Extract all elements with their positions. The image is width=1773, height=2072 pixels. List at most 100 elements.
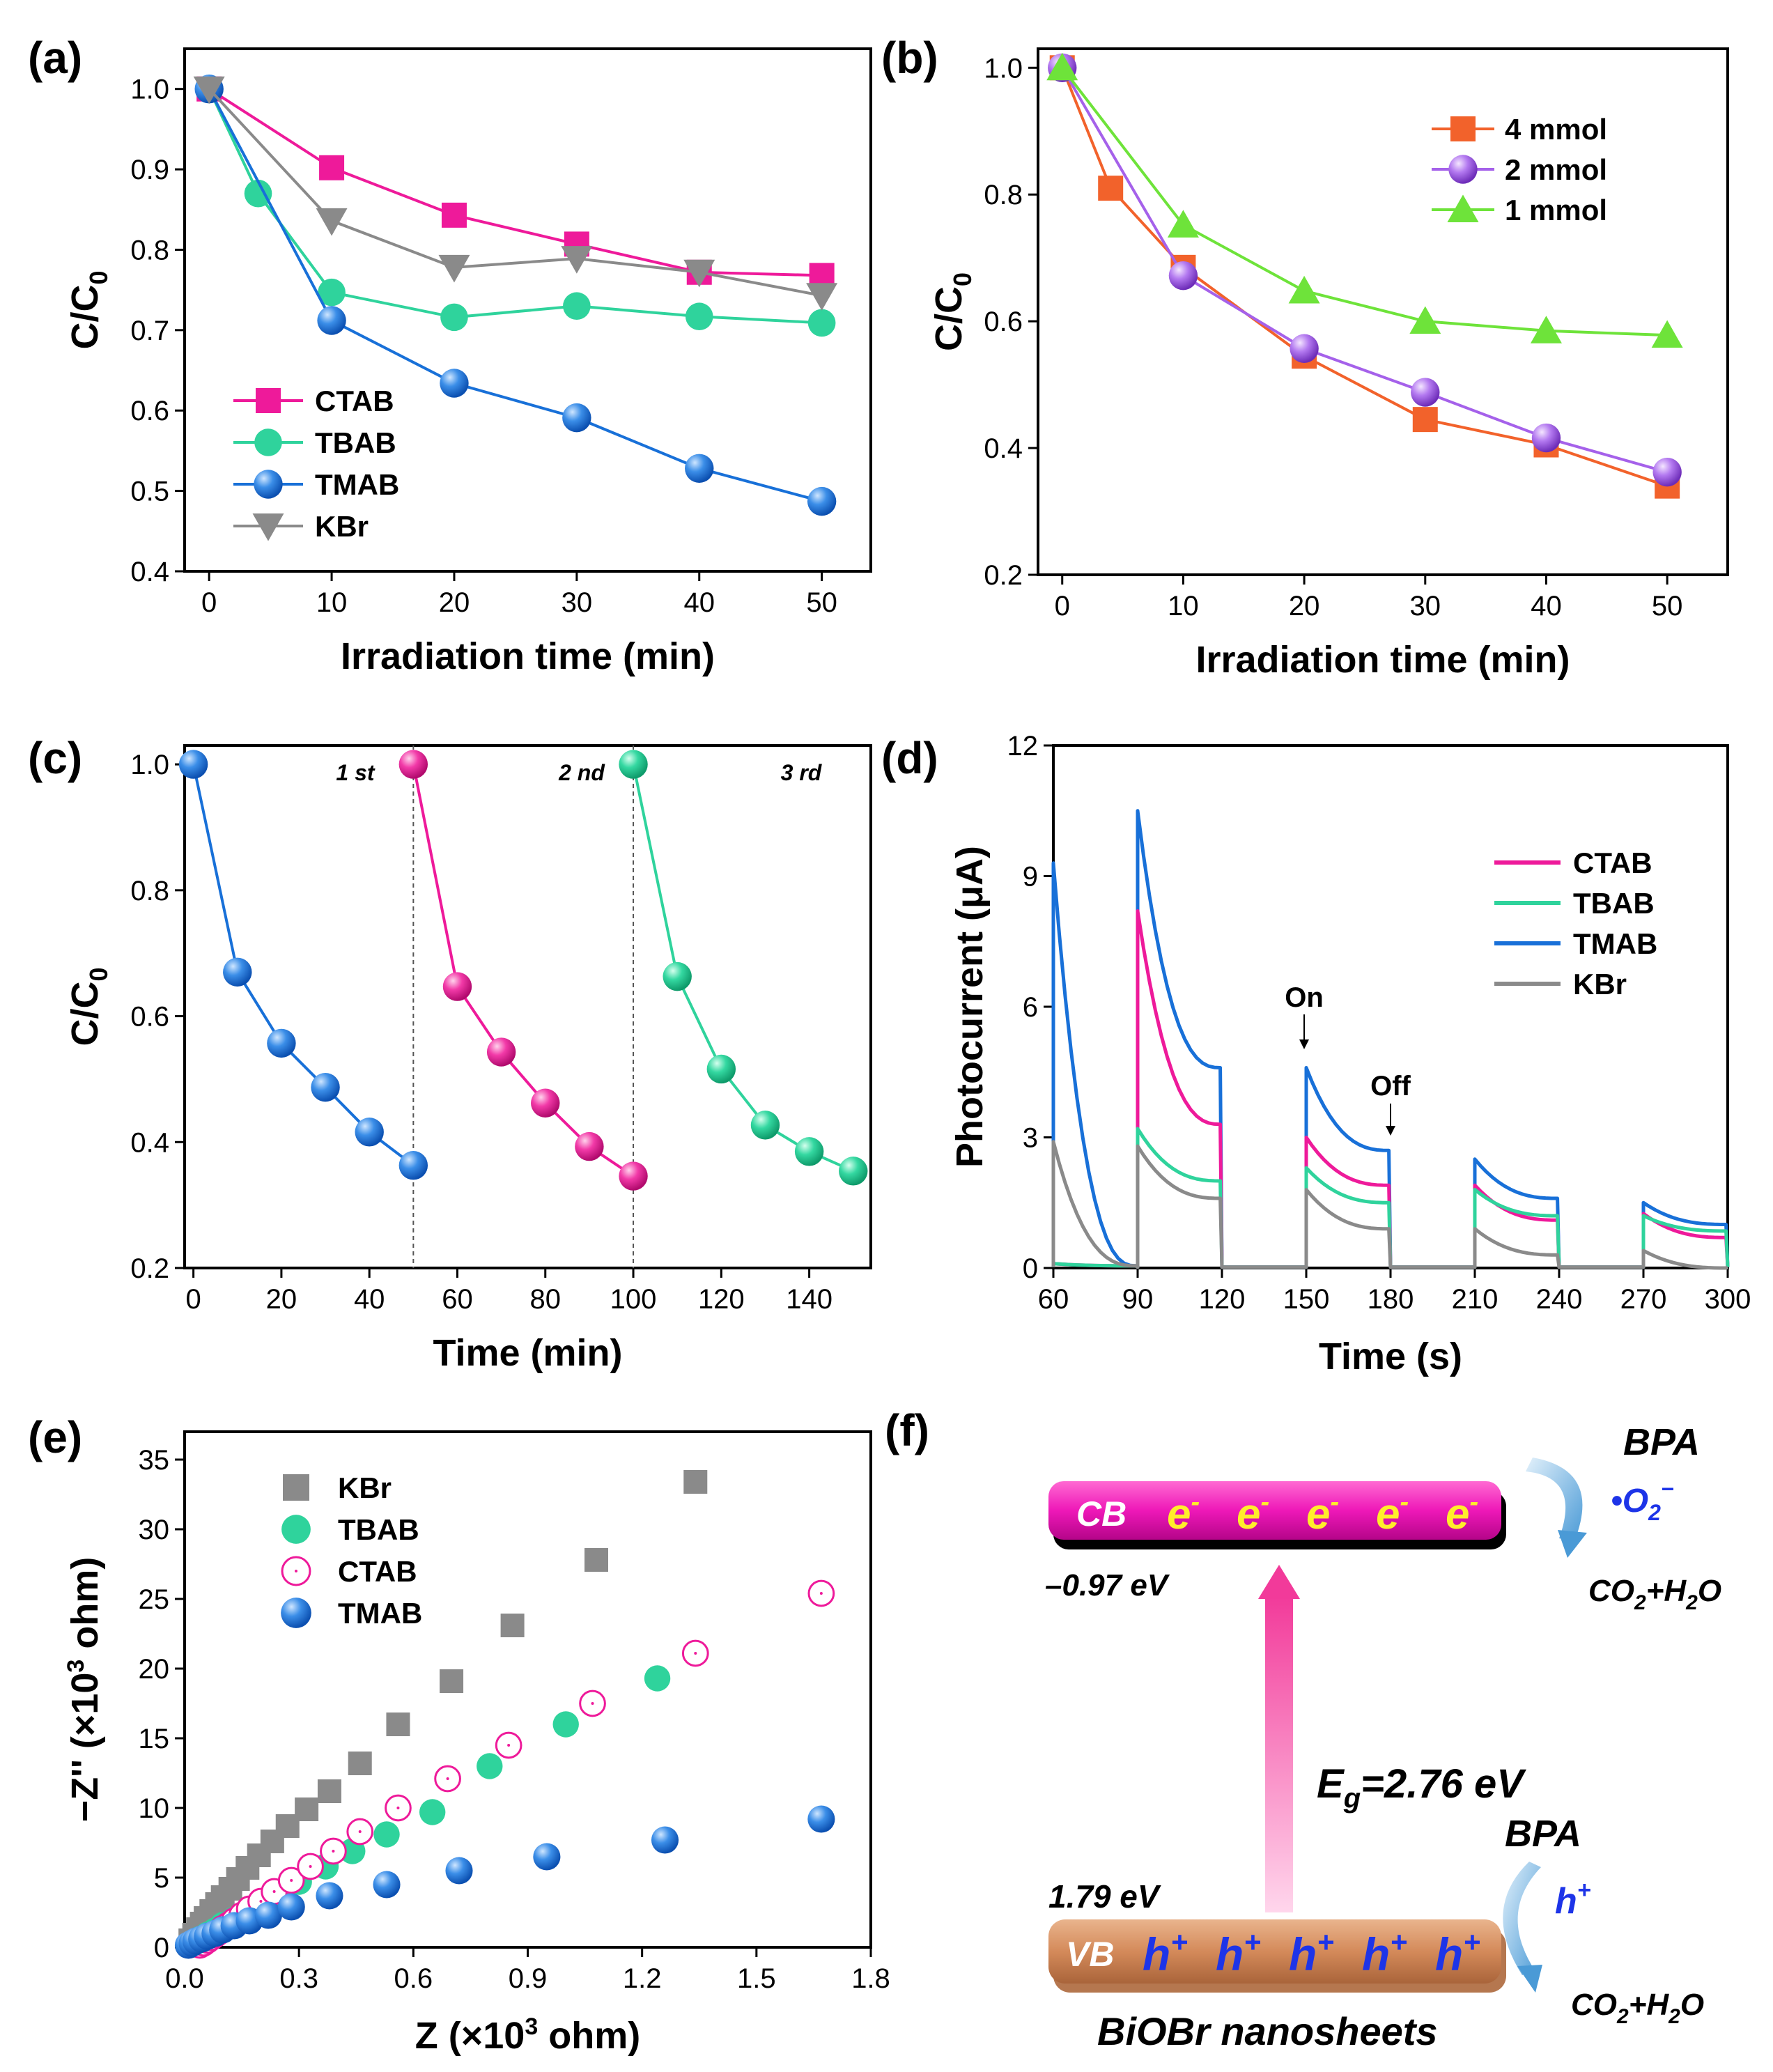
data-point — [178, 750, 208, 779]
reaction-arc-top — [1526, 1458, 1583, 1541]
legend: CTAB TBAB TMAB KBr — [233, 385, 399, 543]
data-point — [500, 1614, 525, 1637]
legend-marker — [283, 1474, 309, 1501]
x-tick-label: 50 — [1652, 591, 1683, 621]
product-bottom: CO2+H2O — [1571, 1988, 1704, 2028]
data-point — [317, 1779, 341, 1803]
y-tick-label: 1.0 — [130, 75, 169, 105]
y-axis-label: C/C0 — [928, 272, 977, 351]
x-label-part: Z (×10 — [415, 2015, 525, 2057]
data-point — [807, 1805, 835, 1833]
y-label-sub: 0 — [948, 272, 977, 286]
legend: KBr TBAB CTAB TMAB — [281, 1471, 422, 1630]
x-axis-label: Z (×103 ohm) — [415, 2013, 640, 2057]
x-axis-label: Irradiation time (min) — [341, 635, 715, 677]
panel-label-b: (b) — [881, 33, 938, 83]
y-tick-label: 0.7 — [130, 316, 169, 346]
y-tick-label: 9 — [1023, 862, 1038, 892]
x-tick-label: 270 — [1620, 1284, 1667, 1315]
data-point — [807, 309, 836, 337]
x-tick-label: 30 — [562, 587, 593, 618]
cb-potential: –0.97 eV — [1045, 1568, 1170, 1602]
data-point — [295, 1797, 319, 1821]
series-line — [1061, 67, 1668, 474]
legend-marker — [252, 513, 284, 541]
panel-d-chart: 60 90 120 150 180 210 240 270 300 0 3 6 9 12 (d) Time (… — [881, 731, 1751, 1377]
data-point — [619, 1161, 648, 1191]
y-tick-label: 5 — [154, 1863, 169, 1894]
series-line — [208, 88, 823, 297]
data-point — [563, 292, 591, 320]
x-tick-label: 90 — [1122, 1284, 1154, 1315]
y-tick-label: 0.8 — [130, 876, 169, 906]
data-point — [1098, 176, 1124, 201]
x-tick-label: 20 — [439, 587, 470, 618]
x-tick-label: 40 — [354, 1284, 385, 1315]
y-tick-label: 0 — [1023, 1253, 1038, 1284]
data-point-dot — [290, 1879, 293, 1882]
data-point — [441, 202, 467, 228]
y-tick-label: 12 — [1007, 731, 1039, 761]
data-point — [683, 259, 715, 288]
legend-marker — [281, 1598, 311, 1628]
y-tick-label: 0.4 — [130, 557, 169, 587]
data-point — [477, 1753, 503, 1779]
x-label-part: ohm) — [538, 2015, 640, 2057]
hole: h+ — [1362, 1926, 1407, 1980]
electron: e- — [1237, 1487, 1269, 1538]
x-tick-label: 40 — [1531, 591, 1562, 621]
product-top: CO2+H2O — [1588, 1574, 1721, 1614]
series-line — [412, 764, 635, 1177]
y-tick-label: 1.0 — [130, 750, 169, 780]
bpa-top-label: BPA — [1623, 1421, 1700, 1463]
legend-label: TMAB — [315, 468, 399, 501]
legend-marker — [254, 470, 283, 499]
legend-marker — [281, 1515, 311, 1544]
x-tick-label: 20 — [1289, 591, 1320, 621]
plot-frame — [1037, 47, 1729, 576]
legend-marker — [1447, 194, 1479, 222]
cycle-label: 3 rd — [781, 760, 823, 785]
vb-potential: 1.79 eV — [1048, 1878, 1161, 1915]
electron: e- — [1446, 1487, 1478, 1538]
x-axis-label: Irradiation time (min) — [1195, 639, 1570, 681]
panel-label-c: (c) — [28, 733, 82, 783]
x-tick-label: 30 — [1410, 591, 1441, 621]
x-axis-label: Time (s) — [1319, 1336, 1462, 1377]
series-1-mmol — [1046, 52, 1683, 348]
panel-f-schematic: (f) CB e- e- e- e- e- –0.97 eV Eg=2.76 e… — [885, 1405, 1721, 2053]
data-point — [398, 750, 428, 779]
legend-label: TBAB — [315, 426, 396, 459]
x-tick-label: 100 — [610, 1284, 657, 1315]
x-label-sup: 3 — [525, 2013, 538, 2040]
valence-band — [1048, 1919, 1501, 1984]
x-tick-label: 20 — [266, 1284, 297, 1315]
data-point-dot — [396, 1807, 400, 1809]
excitation-arrow-head — [1258, 1565, 1300, 1599]
data-point — [807, 486, 837, 516]
y-label-sup: 3 — [63, 1660, 89, 1673]
x-tick-label: 180 — [1368, 1284, 1414, 1315]
hole: h+ — [1289, 1926, 1334, 1980]
panel-a-chart: 0 10 20 30 40 50 0.4 0.5 0.6 0.7 0.8 0.9 1.0 (a) Irrad… — [28, 33, 872, 677]
data-point — [244, 179, 272, 208]
y-tick-label: 0.5 — [130, 477, 169, 507]
data-point — [663, 961, 692, 991]
y-label-main: C/C — [928, 286, 970, 351]
data-point — [319, 155, 345, 180]
y-axis-label: C/C0 — [64, 967, 113, 1046]
data-point — [839, 1157, 868, 1186]
series-kbr — [193, 76, 838, 311]
data-point — [685, 302, 713, 331]
panel-label-e: (e) — [28, 1412, 82, 1462]
x-tick-label: 300 — [1705, 1284, 1751, 1315]
data-point — [318, 278, 346, 307]
x-tick-label: 0 — [201, 587, 217, 618]
series-line — [208, 88, 822, 277]
panel-e-chart: 0.0 0.3 0.6 0.9 1.2 1.5 1.8 0 5 10 15 20 25 30 35 (e) Z … — [28, 1412, 890, 2057]
panel-label-a: (a) — [28, 33, 82, 83]
y-tick-label: 0 — [154, 1933, 169, 1963]
x-tick-label: 0.9 — [509, 1963, 548, 1994]
y-axis-label: C/C0 — [64, 270, 113, 349]
